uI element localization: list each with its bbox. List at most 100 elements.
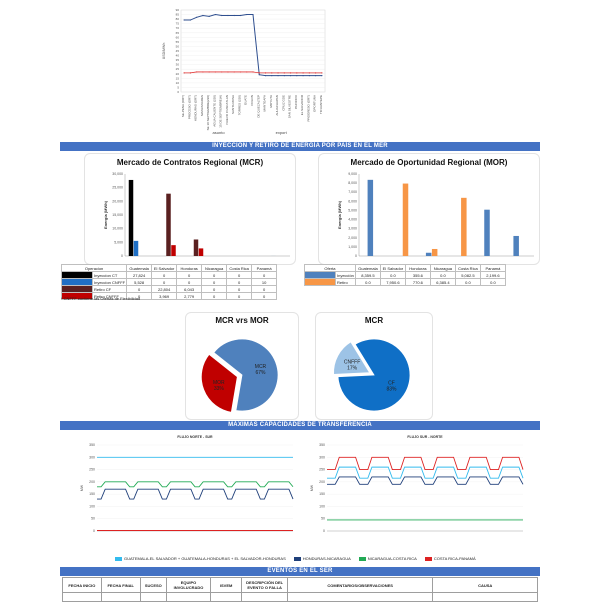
data-point: [315, 75, 316, 76]
bar: [461, 198, 467, 256]
table-cell: 27,824: [127, 272, 152, 279]
table-header-cell: Oferta: [305, 265, 356, 272]
data-point: [196, 17, 197, 18]
events-cell: [101, 593, 140, 602]
events-header-cell: CAUSA: [433, 578, 538, 593]
table-cell: 10: [252, 279, 277, 286]
x-tick-label: CRUZ GDE: [281, 95, 285, 111]
x-tick-label: MANZANARES: [200, 95, 204, 116]
x-group-label: export: [276, 130, 288, 135]
transfer-line: [97, 482, 293, 487]
y-tick-label: 1,000: [348, 245, 357, 249]
legend-label: HONDURAS-NICARAGUA: [303, 556, 351, 561]
table-cell: 770.6: [405, 279, 430, 286]
data-point: [252, 14, 253, 15]
data-point: [209, 16, 210, 17]
y-tick-label: 50: [91, 517, 95, 521]
x-tick-label: GUATE: [244, 95, 248, 105]
data-point: [196, 71, 197, 72]
series-swatch: [62, 279, 93, 286]
y-tick-label: 250: [319, 468, 325, 472]
data-point: [265, 72, 266, 73]
data-point: [290, 75, 291, 76]
table-cell: 0.0: [480, 279, 505, 286]
mcr-bar-chart: 05,00010,00015,00020,00025,00030,000Ener…: [85, 168, 295, 264]
events-cell: [433, 593, 538, 602]
x-tick-label: AHUACHAPAN: [275, 95, 279, 116]
table-header-cell: Guatemala: [127, 265, 152, 272]
transfer-legend: GUATEMALA-EL SALVADOR + GUATEMALA-HONDUR…: [115, 556, 476, 561]
pie-slice-percent: 83%: [386, 386, 397, 392]
y-tick-label: 8,000: [348, 181, 357, 185]
legend-swatch: [115, 557, 122, 561]
section-events-header: EVENTOS EN EL SER: [60, 567, 540, 576]
x-tick-label: SANTA ROSA: [231, 95, 235, 114]
data-point: [202, 15, 203, 16]
x-tick-label: EL SALVADOR: [300, 94, 304, 115]
y-axis-label: USD/MWh: [162, 43, 166, 60]
y-tick-label: 7,000: [348, 190, 357, 194]
table-cell: 6,043: [177, 286, 202, 293]
data-point: [234, 15, 235, 16]
series-swatch: [305, 279, 336, 286]
table-cell: 0: [127, 286, 152, 293]
mcr-footnote: * CNFFF contiene las Ofertas de Flexibil…: [61, 296, 140, 301]
data-point: [221, 71, 222, 72]
y-tick-label: 300: [319, 455, 325, 459]
data-point: [240, 71, 241, 72]
legend-item: HONDURAS-NICARAGUA: [294, 556, 351, 561]
data-point: [271, 75, 272, 76]
y-tick-label: 0: [355, 254, 357, 258]
data-point: [246, 71, 247, 72]
y-tick-label: 0: [121, 254, 123, 258]
series-swatch: [305, 272, 336, 279]
legend-item: GUATEMALA-EL SALVADOR + GUATEMALA-HONDUR…: [115, 556, 286, 561]
y-tick-label: 0: [93, 529, 95, 533]
bar: [129, 180, 134, 256]
table-cell: 0: [152, 279, 177, 286]
pie-slice-percent: 33%: [214, 386, 225, 392]
y-axis-label: Energía (MWh): [103, 200, 108, 229]
y-tick-label: 20: [176, 72, 180, 76]
x-tick-label: MANTOAFA: [263, 95, 267, 111]
y-tick-label: 2,000: [348, 236, 357, 240]
table-cell: 6,385.4: [430, 279, 455, 286]
y-tick-label: 30: [176, 63, 180, 67]
legend-swatch: [359, 557, 366, 561]
pie-mcr-vs-mor-title: MCR vrs MOR: [186, 316, 298, 325]
y-tick-label: 350: [319, 443, 325, 447]
transfer-line: [327, 457, 523, 469]
data-point: [259, 72, 260, 73]
events-header-cell: FECHA FINAL: [101, 578, 140, 593]
section-injection-withdrawal-header: INYECCIÓN Y RETIRO DE ENERGÍA POR PAÍS E…: [60, 142, 540, 151]
table-header-cell: Costa Rica: [227, 265, 252, 272]
y-tick-label: 30,000: [112, 172, 123, 176]
data-point: [309, 75, 310, 76]
data-point: [234, 71, 235, 72]
series-name: Inyeccion CNFFF: [93, 279, 127, 286]
legend-item: NICARAGUA-COSTA RICA: [359, 556, 417, 561]
y-axis-label: Energía (MWh): [337, 200, 342, 229]
table-cell: 0: [202, 279, 227, 286]
x-tick-label: NUEVO CUSCATLAN: [225, 95, 229, 124]
series-swatch: [62, 272, 93, 279]
x-tick-label: SE-PENA (ORT): [181, 95, 185, 117]
data-point: [284, 72, 285, 73]
table-cell: 8,359.5: [355, 272, 380, 279]
y-tick-label: 150: [89, 492, 95, 496]
mor-bar-chart: 01,0002,0003,0004,0005,0006,0007,0008,00…: [319, 168, 539, 264]
x-tick-label: OPORTUNA: [313, 95, 317, 112]
x-tick-label: 15 DE SEPTIEMBRE(H): [219, 95, 223, 128]
table-cell: 0: [227, 293, 252, 300]
data-point: [221, 15, 222, 16]
